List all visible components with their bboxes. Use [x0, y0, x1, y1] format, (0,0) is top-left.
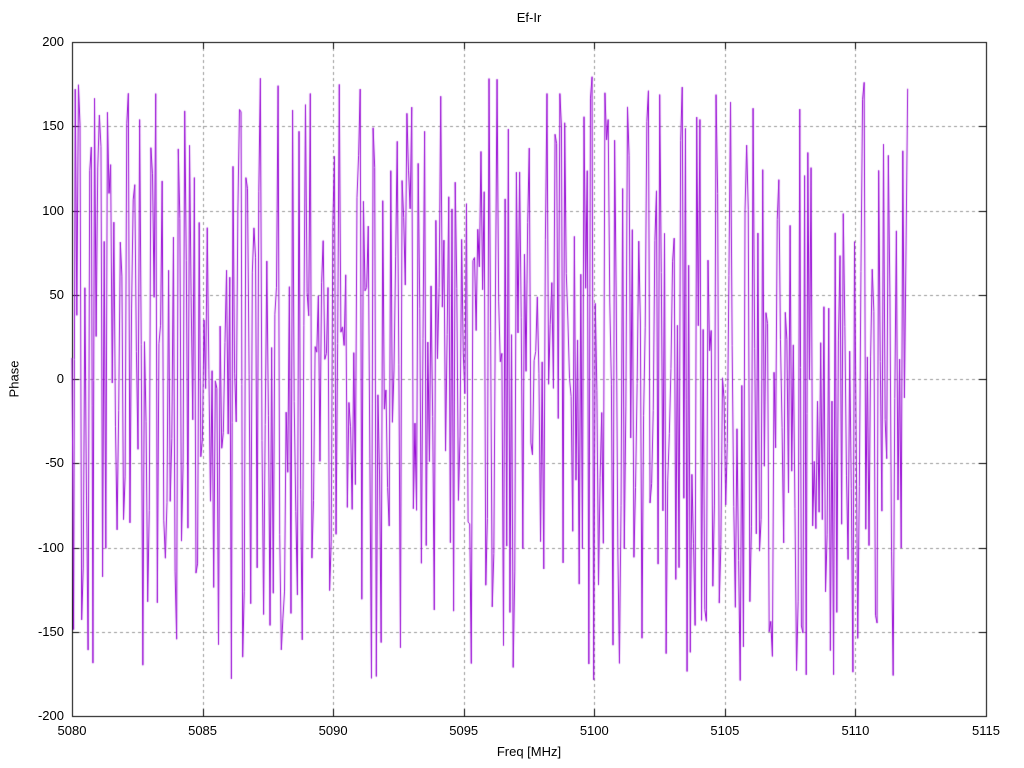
x-tick-label: 5080	[57, 723, 87, 738]
x-tick-label: 5100	[579, 723, 609, 738]
x-tick-label: 5115	[972, 723, 1000, 738]
x-tick-label: 5090	[318, 723, 348, 738]
x-tick-label: 5095	[449, 723, 479, 738]
chart-title: Ef-Ir	[516, 10, 542, 25]
y-tick-label: 200	[42, 34, 64, 49]
y-tick-label: -50	[45, 455, 64, 471]
y-tick-label: 150	[42, 118, 64, 134]
y-tick-label: -100	[37, 539, 64, 555]
y-tick-label: 0	[56, 371, 64, 386]
y-tick-label: 100	[42, 202, 64, 218]
x-tick-label: 5085	[188, 723, 218, 738]
x-axis-label: Freq [MHz]	[496, 744, 562, 759]
y-tick-label: -200	[37, 708, 64, 723]
y-tick-label: -150	[37, 623, 64, 639]
x-tick-label: 5110	[841, 723, 870, 738]
y-tick-label: 50	[49, 286, 64, 302]
x-tick-label: 5105	[710, 723, 740, 738]
